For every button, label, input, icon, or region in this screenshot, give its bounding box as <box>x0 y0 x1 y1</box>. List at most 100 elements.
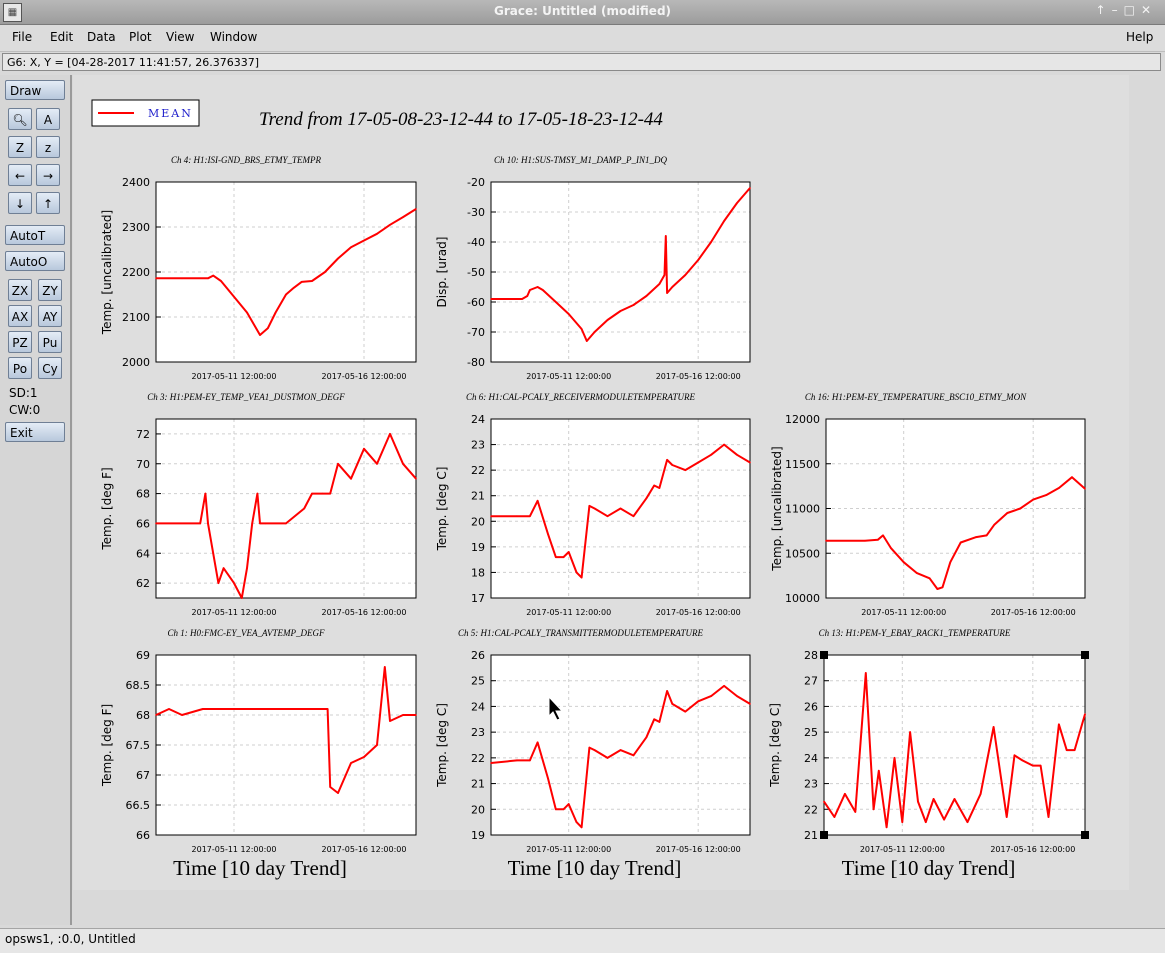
data-point <box>311 492 313 495</box>
data-point <box>902 561 905 563</box>
data-point <box>666 459 668 461</box>
exit-button[interactable]: Exit <box>5 422 65 442</box>
menu-help[interactable]: Help <box>1126 30 1154 44</box>
cy-button[interactable]: Cy <box>38 357 62 379</box>
arrow-up-icon[interactable]: ↑ <box>36 192 60 214</box>
ax-button[interactable]: AX <box>8 305 32 327</box>
menu-file[interactable]: File <box>12 30 33 44</box>
data-point <box>256 492 259 495</box>
draw-button[interactable]: Draw <box>5 80 65 100</box>
plot-area <box>824 655 1085 835</box>
y-tick-label: 22 <box>471 752 485 765</box>
data-point <box>415 477 417 480</box>
title-bar[interactable]: ▦ Grace: Untitled (modified) ↑–□✕ <box>0 0 1165 25</box>
data-point <box>606 515 609 517</box>
y-axis-label: Temp. [uncalibrated] <box>100 210 114 335</box>
minimize-icon[interactable]: – <box>1111 3 1124 17</box>
x-tick-label: 2017-05-11 12:00:00 <box>526 608 611 617</box>
x-axis-label: Time [10 day Trend] <box>508 856 682 880</box>
menu-edit[interactable]: Edit <box>50 30 74 44</box>
y-tick-label: 24 <box>804 752 818 765</box>
y-tick-label: 20 <box>471 515 485 528</box>
plot-frame <box>490 654 751 836</box>
data-point <box>1005 816 1008 818</box>
data-point <box>825 539 827 542</box>
shade-icon[interactable]: ↑ <box>1095 3 1112 17</box>
plot-frame <box>490 418 751 599</box>
maximize-icon[interactable]: □ <box>1123 3 1141 17</box>
x-tick-label: 2017-05-11 12:00:00 <box>192 372 277 381</box>
close-icon[interactable]: ✕ <box>1140 3 1157 17</box>
arrow-right-icon[interactable]: → <box>36 164 60 186</box>
data-point <box>555 301 557 303</box>
data-point <box>529 289 531 291</box>
zoom-icon[interactable]: 🔍︎ <box>8 108 32 130</box>
data-point <box>736 202 738 204</box>
z-icon[interactable]: z <box>36 136 60 158</box>
data-point <box>723 220 725 222</box>
pu-button[interactable]: Pu <box>38 331 62 353</box>
data-point <box>619 507 622 510</box>
arrow-left-icon[interactable]: ← <box>8 164 32 186</box>
data-point <box>251 522 253 525</box>
autoscale-z-icon[interactable]: Z <box>8 136 32 158</box>
y-tick-label: -70 <box>467 326 485 339</box>
y-tick-label: -80 <box>467 356 485 369</box>
data-point <box>490 515 492 517</box>
zy-button[interactable]: ZY <box>38 279 62 301</box>
legend-label: MEAN <box>148 107 193 120</box>
data-point <box>941 586 944 589</box>
y-tick-label: 70 <box>136 458 150 471</box>
plot-frame <box>155 418 417 599</box>
y-tick-label: 11000 <box>785 503 820 516</box>
data-point <box>521 298 523 300</box>
chart-title: Ch 16: H1:PEM-EY_TEMPERATURE_BSC10_ETMY_… <box>805 392 1027 402</box>
arrow-down-icon[interactable]: ↓ <box>8 192 32 214</box>
autot-button[interactable]: AutoT <box>5 225 65 245</box>
chart-title: Ch 6: H1:CAL-PCALY_RECEIVERMODULETEMPERA… <box>466 392 695 402</box>
data-point <box>246 567 248 569</box>
data-point <box>267 327 269 330</box>
data-point <box>749 461 751 464</box>
autoo-button[interactable]: AutoO <box>5 251 65 271</box>
data-point <box>593 331 596 333</box>
data-point <box>749 187 751 189</box>
ay-button[interactable]: AY <box>38 305 62 327</box>
pz-button[interactable]: PZ <box>8 331 32 353</box>
y-axis-label: Disp. [urad] <box>435 237 449 308</box>
data-point <box>547 533 549 535</box>
data-point <box>350 762 352 764</box>
grace-app-icon[interactable]: ▦ <box>3 3 22 22</box>
data-point <box>936 588 939 590</box>
data-point <box>710 241 712 243</box>
data-point <box>723 443 725 446</box>
data-point <box>684 469 687 471</box>
y-tick-label: 2400 <box>122 176 150 189</box>
data-point <box>666 690 668 692</box>
data-point <box>580 826 583 829</box>
data-point <box>168 708 170 710</box>
menu-view[interactable]: View <box>166 30 195 44</box>
data-point <box>663 274 666 276</box>
data-point <box>658 487 661 489</box>
data-point <box>606 319 609 321</box>
zx-button[interactable]: ZX <box>8 279 32 301</box>
series-line <box>826 476 1086 590</box>
menu-plot[interactable]: Plot <box>129 30 152 44</box>
x-tick-label: 2017-05-16 12:00:00 <box>990 845 1075 854</box>
data-point <box>547 777 549 780</box>
text-icon[interactable]: A <box>36 108 60 130</box>
menu-window[interactable]: Window <box>210 30 258 44</box>
data-point <box>844 793 846 795</box>
data-point <box>321 492 324 495</box>
y-tick-label: 64 <box>136 547 150 560</box>
menu-data[interactable]: Data <box>87 30 116 44</box>
data-point <box>632 515 635 517</box>
data-point <box>1019 507 1022 510</box>
data-point <box>666 292 668 294</box>
x-axis-label: Time [10 day Trend] <box>173 856 347 880</box>
data-point <box>376 744 378 746</box>
tool-panel: Draw 🔍︎ A Z z ← → ↓ ↑ AutoT AutoO ZX ZY … <box>0 75 72 925</box>
po-button[interactable]: Po <box>8 357 32 379</box>
